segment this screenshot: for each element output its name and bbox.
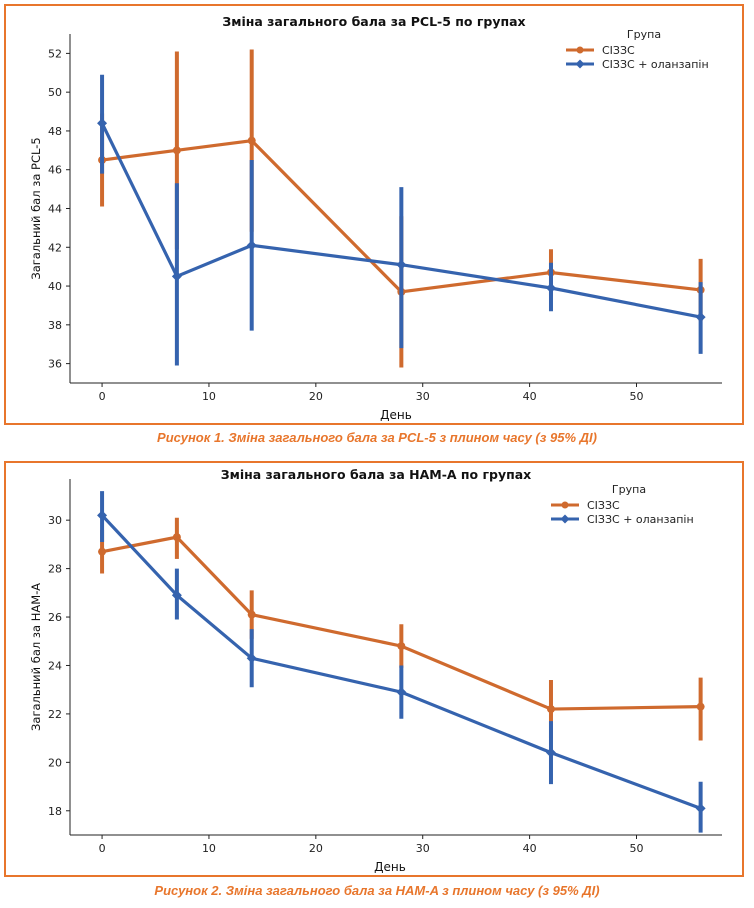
legend-label: СІЗЗС: [602, 44, 635, 57]
data-point: [545, 747, 556, 758]
data-point: [171, 271, 182, 282]
data-point: [397, 642, 406, 651]
data-point: [97, 118, 108, 129]
x-tick-label: 40: [523, 390, 537, 403]
y-tick-label: 30: [48, 514, 62, 527]
data-point: [696, 702, 705, 711]
y-tick-label: 40: [48, 280, 62, 293]
chart-title: Зміна загального бала за PCL-5 по групах: [222, 14, 525, 29]
y-tick-label: 50: [48, 86, 62, 99]
y-tick-label: 20: [48, 756, 62, 769]
data-point: [396, 259, 407, 270]
chart-hama: 18 20 22 24 26 28 30 0 10 20 30 40 50 Зміна загальног…: [29, 467, 722, 874]
y-tick-label: 18: [48, 805, 62, 818]
data-point: [246, 653, 257, 664]
y-tick-label: 24: [48, 659, 62, 672]
chart-pcl5: 36 38 40 42 44 46 48 50 52 0 10 20 30 40 50 Зміна загал…: [29, 14, 722, 422]
data-point: [546, 705, 555, 714]
legend-label: СІЗЗС + оланзапін: [602, 58, 709, 71]
y-tick-label: 48: [48, 125, 62, 138]
data-point: [97, 510, 108, 521]
y-axis-label: Загальний бал за HAM-A: [29, 583, 43, 731]
series-line: [100, 122, 701, 319]
y-tick-label: 46: [48, 164, 62, 177]
series-1: [97, 74, 706, 366]
y-tick-label: 28: [48, 563, 62, 576]
x-tick-label: 10: [202, 390, 216, 403]
series-line: [101, 535, 701, 711]
x-tick-label: 0: [99, 390, 106, 403]
legend-entry-1: СІЗЗС + оланзапін: [551, 513, 694, 526]
series-line: [100, 514, 702, 810]
legend-entry-0: СІЗЗС: [551, 499, 620, 512]
data-point: [247, 136, 256, 145]
legend-marker: [575, 59, 585, 69]
x-tick-label: 0: [99, 842, 106, 855]
x-axis-label: День: [380, 408, 412, 422]
x-tick-label: 50: [629, 390, 643, 403]
data-point: [695, 803, 706, 814]
x-tick-label: 10: [202, 842, 216, 855]
x-tick-label: 40: [523, 842, 537, 855]
data-point: [172, 533, 181, 542]
x-tick-label: 20: [309, 842, 323, 855]
data-point: [695, 312, 706, 323]
y-tick-label: 52: [48, 47, 62, 60]
data-point: [545, 282, 556, 293]
legend-marker: [561, 501, 569, 509]
x-tick-label: 20: [309, 390, 323, 403]
legend-label: СІЗЗС + оланзапін: [587, 513, 694, 526]
y-tick-label: 42: [48, 241, 62, 254]
legend-entry-0: СІЗЗС: [566, 44, 635, 57]
data-point: [172, 146, 181, 155]
chart-panel-pcl5: 36 38 40 42 44 46 48 50 52 0 10 20 30 40 50 Зміна загал…: [4, 4, 744, 425]
x-tick-label: 30: [416, 390, 430, 403]
legend-label: СІЗЗС: [587, 499, 620, 512]
y-tick-label: 36: [48, 358, 62, 371]
x-tick-label: 30: [416, 842, 430, 855]
data-point: [396, 687, 407, 698]
y-tick-label: 22: [48, 708, 62, 721]
data-point: [246, 240, 257, 251]
figure-caption-2: Рисунок 2. Зміна загального бала за HAM-…: [154, 883, 600, 898]
data-point: [171, 590, 182, 601]
data-point: [247, 610, 256, 619]
y-tick-label: 44: [48, 203, 62, 216]
y-axis-label: Загальний бал за PCL-5: [29, 137, 43, 279]
x-axis-label: День: [374, 860, 406, 874]
x-tick-label: 50: [629, 842, 643, 855]
y-tick-label: 38: [48, 319, 62, 332]
legend-entry-1: СІЗЗС + оланзапін: [566, 58, 709, 71]
chart-title: Зміна загального бала за HAM-A по групах: [221, 467, 532, 482]
data-point: [98, 547, 107, 556]
legend-title: Група: [612, 483, 646, 496]
series-1: [97, 491, 706, 833]
y-tick-label: 26: [48, 611, 62, 624]
legend-marker: [560, 514, 570, 524]
series-line: [101, 138, 701, 294]
legend-marker: [576, 46, 584, 54]
figure-caption-1: Рисунок 1. Зміна загального бала за PCL-…: [157, 430, 597, 445]
legend-title: Група: [627, 28, 661, 41]
chart-panel-hama: 18 20 22 24 26 28 30 0 10 20 30 40 50 Зміна загальног…: [4, 461, 744, 877]
